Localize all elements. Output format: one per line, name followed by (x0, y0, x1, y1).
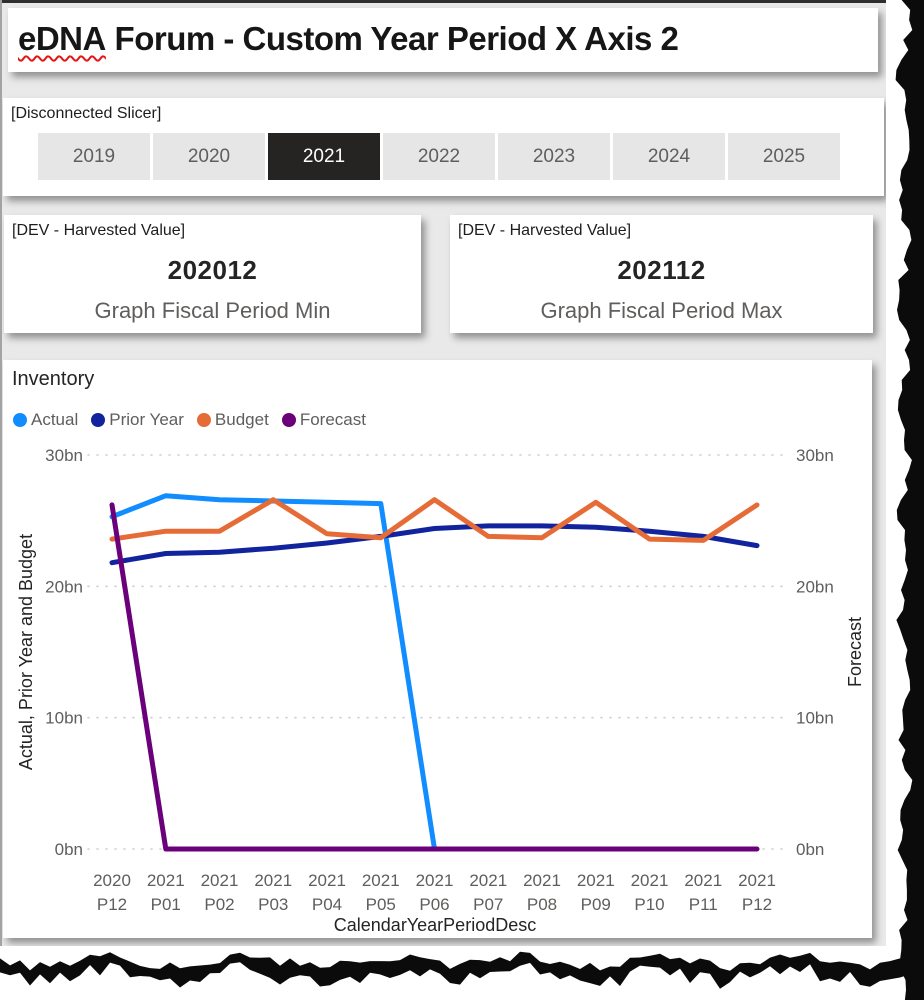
x-axis-tick: 2021 P04 (308, 871, 346, 914)
line-series-prior-year (109, 523, 760, 566)
card-value: 202112 (617, 255, 706, 285)
screenshot-top-border (0, 0, 900, 3)
x-axis-tick: 2021 P07 (469, 871, 507, 914)
x-axis-tick: 2021 P02 (201, 871, 239, 914)
legend-dot (196, 413, 211, 427)
torn-bottom-margin (0, 946, 924, 1000)
left-axis-tick: 30bn (45, 446, 83, 465)
left-axis-tick: 10bn (45, 709, 83, 728)
legend-item-budget[interactable]: Budget (196, 410, 269, 430)
page-title-word: eDNA (18, 20, 106, 57)
year-slicer-panel: [Disconnected Slicer] 2019 2020 2021 2022 20… (3, 98, 884, 196)
x-axis-tick: 2021 P03 (254, 871, 292, 914)
x-axis-tick: 2021 P01 (147, 871, 185, 914)
line-series-forecast (109, 502, 760, 852)
line-series-budget (109, 497, 760, 543)
right-axis-tick: 10bn (796, 709, 834, 728)
right-axis-title: Forecast (845, 616, 865, 688)
slicer-button-2024[interactable]: 2024 (613, 133, 725, 180)
x-axis-tick: 2020 P12 (93, 871, 131, 914)
legend-dot (13, 413, 27, 427)
left-axis-tick: 20bn (45, 577, 83, 596)
slicer-button-2019[interactable]: 2019 (38, 133, 150, 180)
legend-label: Prior Year (109, 410, 184, 429)
slicer-title: [Disconnected Slicer] (11, 105, 162, 122)
screenshot-left-border (0, 0, 2, 946)
right-axis-tick: 0bn (796, 840, 824, 859)
legend-item-prior-year[interactable]: Prior Year (91, 410, 184, 430)
report-title-panel: eDNA Forum - Custom Year Period X Axis 2 (8, 8, 878, 72)
slicer-button-2022[interactable]: 2022 (383, 133, 495, 180)
slicer-buttons: 2019 2020 2021 2022 2023 2024 2025 (38, 133, 840, 180)
torn-bottom-edge (0, 951, 920, 989)
legend-dot (281, 413, 296, 427)
card-title: [DEV - Harvested Value] (458, 222, 632, 239)
torn-right-margin (886, 0, 924, 1000)
card-label: Graph Fiscal Period Min (94, 298, 331, 323)
legend-label: Forecast (299, 410, 366, 429)
left-axis-title: Actual, Prior Year and Budget (16, 533, 36, 771)
slicer-button-2023[interactable]: 2023 (498, 133, 610, 180)
card-fiscal-period-min: [DEV - Harvested Value] 202012 Graph Fis… (4, 215, 421, 333)
card-label: Graph Fiscal Period Max (540, 298, 783, 323)
page-title-rest: Forum - Custom Year Period X Axis 2 (114, 20, 679, 57)
left-axis-tick: 0bn (55, 840, 83, 859)
x-axis-tick: 2021 P08 (523, 871, 561, 914)
inventory-chart-panel: Inventory Actual Prior Year Budget Forecast… (3, 360, 872, 938)
chart-svg: 30bn 30bn 20bn 20bn 10bn 10bn 0bn 0bn 2020 P12 202… (45, 446, 834, 935)
x-axis-tick: 2021 P12 (738, 871, 776, 914)
chart-legend: Actual Prior Year Budget Forecast (13, 410, 379, 430)
slicer-button-2020[interactable]: 2020 (153, 133, 265, 180)
x-axis-tick: 2021 P05 (362, 871, 400, 914)
x-axis-tick: 2021 P11 (684, 871, 722, 914)
card-title: [DEV - Harvested Value] (12, 222, 186, 239)
x-axis-title: CalendarYearPeriodDesc (334, 915, 536, 935)
card-fiscal-period-max: [DEV - Harvested Value] 202112 Graph Fis… (450, 215, 873, 333)
legend-item-actual[interactable]: Actual (13, 410, 78, 430)
legend-label: Actual (31, 410, 79, 429)
slicer-button-2025[interactable]: 2025 (728, 133, 840, 180)
legend-item-forecast[interactable]: Forecast (281, 410, 366, 430)
legend-dot (91, 413, 106, 427)
right-axis-tick: 30bn (796, 446, 834, 465)
page-title: eDNA Forum - Custom Year Period X Axis 2 (8, 8, 878, 70)
torn-right-edge (895, 0, 924, 1000)
x-axis-tick: 2021 P09 (577, 871, 615, 914)
right-axis-tick: 20bn (796, 577, 834, 596)
x-axis-tick: 2021 P10 (631, 871, 669, 914)
legend-label: Budget (214, 410, 269, 429)
card-value: 202012 (167, 255, 258, 285)
x-axis-tick: 2021 P06 (416, 871, 454, 914)
slicer-button-2021[interactable]: 2021 (268, 133, 380, 180)
chart-title: Inventory (12, 368, 95, 390)
